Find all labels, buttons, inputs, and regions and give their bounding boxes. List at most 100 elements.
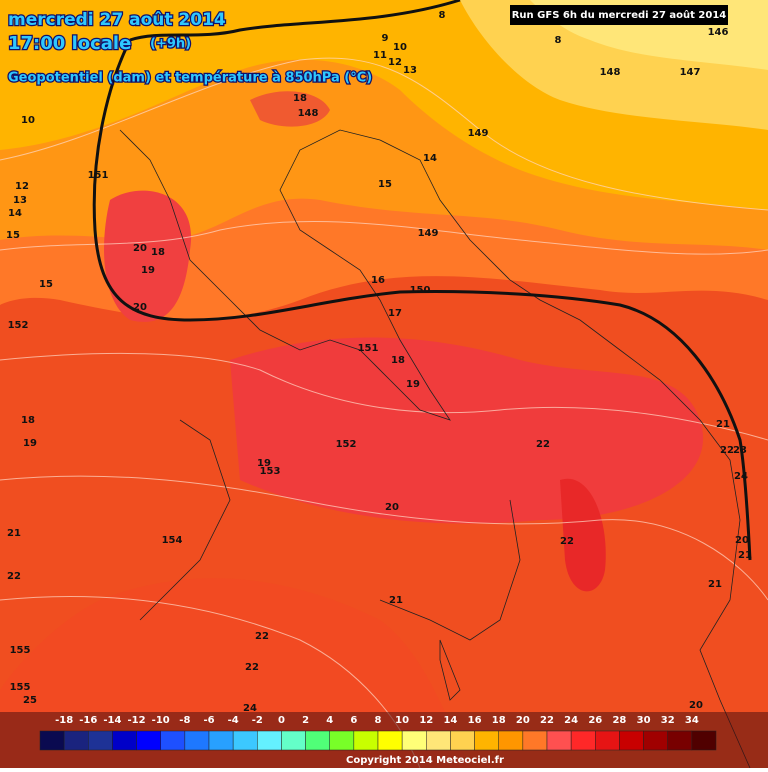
- contour-label: 20: [133, 302, 147, 313]
- contour-label: 149: [468, 128, 489, 139]
- contour-label: 24: [734, 471, 748, 482]
- contour-label: 147: [680, 67, 701, 78]
- time: 17:00 locale: [8, 33, 131, 54]
- legend-swatch: [377, 730, 403, 751]
- subtitle: Geopotentiel (dam) et température à 850h…: [8, 71, 372, 86]
- contour-label: 15: [378, 179, 392, 190]
- legend-swatch: [595, 730, 620, 751]
- legend-label: -6: [203, 715, 214, 726]
- legend-swatch: [643, 730, 668, 751]
- region: [104, 190, 192, 322]
- legend-swatch: [160, 730, 186, 751]
- legend-swatch: [691, 730, 717, 751]
- legend-label: 20: [516, 715, 530, 726]
- copyright: Copyright 2014 Meteociel.fr: [346, 755, 504, 766]
- legend-label: -12: [128, 715, 146, 726]
- contour-label: 18: [151, 247, 165, 258]
- contour-label: 19: [23, 438, 37, 449]
- date: mercredi 27 août 2014: [8, 10, 226, 30]
- region: [560, 478, 606, 592]
- contour-label: 18: [293, 93, 307, 104]
- contour-label: 21: [738, 550, 752, 561]
- contour-label: 17: [388, 308, 402, 319]
- legend-label: 28: [612, 715, 626, 726]
- contour-label: 16: [371, 275, 385, 286]
- contour-label: 22: [560, 536, 574, 547]
- contour-label: 22: [7, 571, 21, 582]
- contour-label: 20: [689, 700, 703, 711]
- legend-swatch: [208, 730, 234, 751]
- contour-label: 152: [336, 439, 357, 450]
- legend-label: 30: [637, 715, 651, 726]
- region: [230, 337, 704, 524]
- contour-line: [0, 475, 768, 601]
- contour-label: 21: [716, 419, 730, 430]
- contour-label: 22: [720, 445, 734, 456]
- legend-label: 6: [350, 715, 357, 726]
- legend-label: 12: [419, 715, 433, 726]
- contour-label: 12: [15, 181, 29, 192]
- legend-label: -8: [179, 715, 190, 726]
- contour-label: 10: [21, 115, 35, 126]
- legend-label: 2: [302, 715, 309, 726]
- legend-swatch: [184, 730, 210, 751]
- contour-label: 21: [708, 579, 722, 590]
- contour-label: 11: [373, 50, 387, 61]
- legend-label: 32: [661, 715, 675, 726]
- contour-label: 150: [410, 285, 431, 296]
- legend-swatch: [63, 730, 89, 751]
- legend-label: -2: [252, 715, 263, 726]
- legend-label: 18: [492, 715, 506, 726]
- legend-swatch: [112, 730, 137, 751]
- legend-label: 16: [468, 715, 482, 726]
- contour-label: 148: [298, 108, 319, 119]
- contour-label: 149: [418, 228, 439, 239]
- contour-label: 19: [257, 458, 271, 469]
- contour-label: 22: [245, 662, 259, 673]
- contour-label: 22: [536, 439, 550, 450]
- legend-swatch: [281, 730, 306, 751]
- contour-label: 8: [439, 10, 446, 21]
- legend-label: -18: [55, 715, 73, 726]
- legend-swatch: [498, 730, 524, 751]
- offset: (+9h): [150, 37, 191, 52]
- contour-label: 153: [260, 466, 281, 477]
- contour-label: 15: [6, 230, 20, 241]
- legend-swatch: [232, 730, 258, 751]
- legend-label: 22: [540, 715, 554, 726]
- contour-label: 14: [423, 153, 437, 164]
- legend-label: -14: [103, 715, 121, 726]
- contour-label: 18: [391, 355, 405, 366]
- coastline: [119, 129, 751, 769]
- contour-label: 21: [389, 595, 403, 606]
- contour-label: 151: [358, 343, 379, 354]
- contour-label: 13: [403, 65, 417, 76]
- legend-label: 34: [685, 715, 699, 726]
- legend-label: 0: [278, 715, 285, 726]
- geopotential-line: [92, 39, 752, 561]
- legend-label: 24: [564, 715, 578, 726]
- contour-label: 9: [382, 33, 389, 44]
- legend-label: 10: [395, 715, 409, 726]
- legend-label: 4: [326, 715, 333, 726]
- contour-label: 14: [8, 208, 22, 219]
- legend-swatch: [546, 730, 572, 751]
- legend-label: -16: [79, 715, 97, 726]
- contour-label: 20: [735, 535, 749, 546]
- legend-swatch: [305, 730, 330, 751]
- legend-swatch: [667, 730, 693, 751]
- contour-label: 155: [10, 682, 31, 693]
- contour-line: [0, 352, 768, 441]
- coastline: [139, 419, 521, 701]
- legend-swatch: [450, 730, 475, 751]
- contour-label: 13: [13, 195, 27, 206]
- legend-label: 26: [588, 715, 602, 726]
- contour-label: 154: [162, 535, 183, 546]
- contour-label: 151: [88, 170, 109, 181]
- legend-swatch: [426, 730, 451, 751]
- run-label: Run GFS 6h du mercredi 27 août 2014: [512, 9, 727, 21]
- legend-swatch: [257, 730, 282, 751]
- contour-label: 18: [21, 415, 35, 426]
- legend-swatch: [474, 730, 499, 751]
